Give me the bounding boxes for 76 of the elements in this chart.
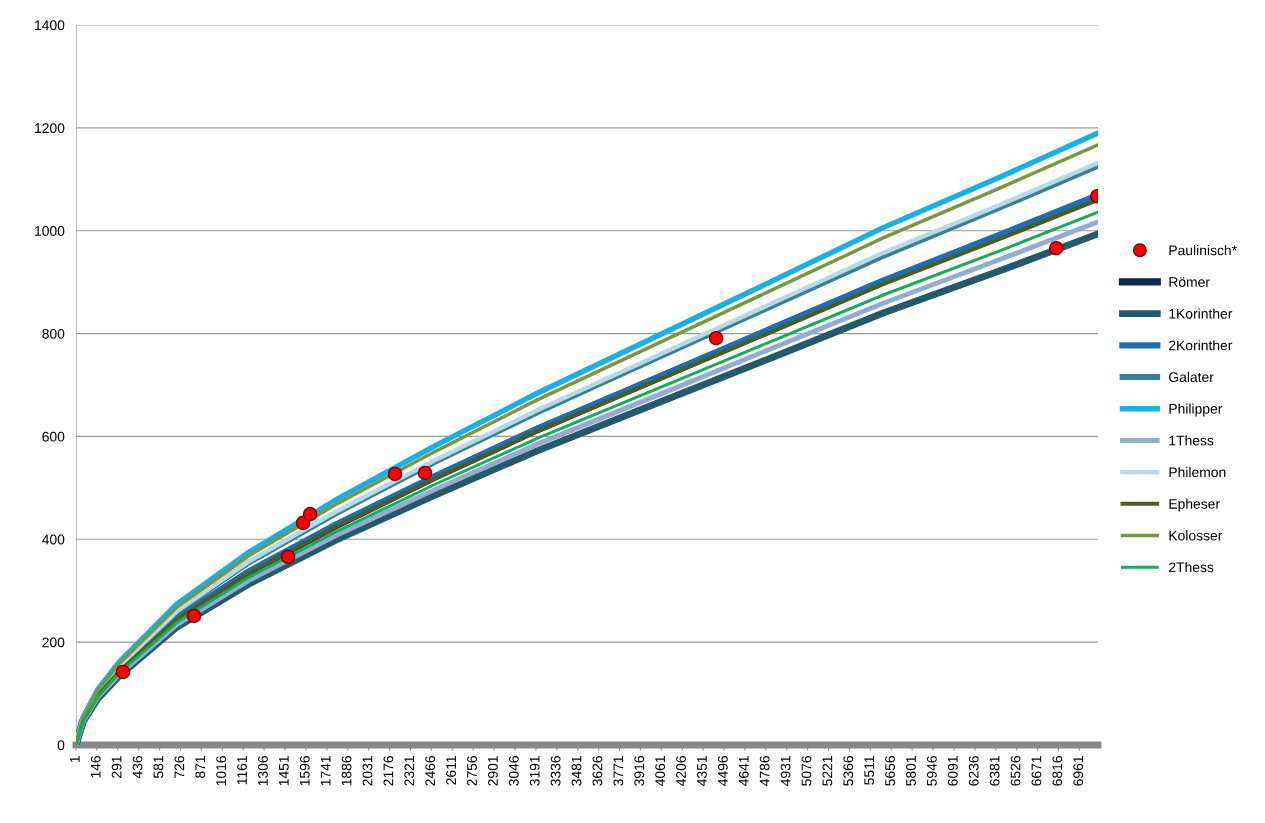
y-tick-label: 1000: [35, 226, 65, 236]
point: [708, 330, 724, 346]
x-tick-label: 5076: [801, 756, 812, 786]
x-tick-label: 2031: [362, 756, 373, 786]
x-tick-label: 2176: [383, 756, 394, 786]
y-tick-label: 400: [42, 534, 65, 545]
x-tick-label: 1741: [320, 756, 331, 786]
point: [1048, 240, 1064, 256]
x-tick-label: 4496: [717, 756, 728, 786]
y-tick-label: 1200: [35, 123, 65, 134]
x-tick-label: 5511: [864, 756, 875, 785]
x-tick-label: 4351: [697, 756, 707, 786]
legend-label: 1Thess: [1169, 435, 1214, 446]
y-tick-label: 1400: [35, 20, 65, 31]
x-tick-label: 2321: [404, 756, 415, 786]
x-tick-label: 6091: [947, 756, 958, 786]
legend-label: Philemon: [1169, 466, 1226, 478]
x-tick-label: 1886: [341, 756, 352, 786]
legend-label: Epheser: [1169, 498, 1220, 512]
point: [280, 549, 296, 565]
x-tick-label: 5656: [885, 756, 895, 786]
x-tick-label: 6381: [989, 756, 1000, 786]
x-tick-label: 3191: [529, 756, 540, 786]
x-tick-label: 2611: [446, 756, 456, 785]
point: [115, 664, 131, 680]
x-tick-label: 5366: [843, 756, 854, 786]
y-tick-label: 800: [42, 328, 65, 339]
x-tick-label: 3336: [550, 756, 561, 786]
x-tick-label: 6816: [1052, 756, 1063, 786]
x-tick-label: 5801: [906, 756, 916, 786]
x-tick-label: 1: [70, 756, 80, 763]
legend-label: 2Thess: [1169, 562, 1214, 573]
x-tick-label: 4061: [655, 756, 666, 786]
x-tick-label: 6671: [1031, 756, 1042, 786]
point: [302, 506, 318, 522]
x-tick-label: 581: [153, 756, 164, 779]
x-tick-label: 2901: [487, 756, 498, 786]
point: [417, 465, 433, 481]
legend-label: 2Korinther: [1169, 340, 1233, 351]
y-tick-label: 0: [57, 740, 65, 751]
x-tick-label: 3626: [592, 756, 603, 786]
legend-label: Galater: [1169, 371, 1214, 383]
x-tick-label: 3481: [571, 756, 582, 786]
x-tick-label: 6961: [1073, 756, 1084, 786]
x-tick-label: 871: [195, 756, 206, 778]
point: [387, 466, 403, 482]
x-tick-label: 1016: [216, 756, 227, 786]
x-tick-label: 4931: [780, 756, 791, 786]
point: [186, 608, 202, 624]
x-tick-label: 291: [111, 756, 122, 778]
y-tick-label: 600: [42, 431, 65, 442]
x-tick-label: 2466: [425, 756, 436, 786]
legend-label: Kolosser: [1169, 530, 1223, 541]
legend-label: 1Korinther: [1169, 308, 1233, 319]
x-tick-label: 436: [132, 756, 143, 779]
x-tick-label: 726: [174, 756, 185, 778]
x-tick-label: 6526: [1010, 756, 1021, 786]
x-tick-label: 1306: [258, 756, 268, 786]
x-tick-label: 2756: [467, 756, 477, 786]
x-tick-label: 4206: [676, 756, 686, 786]
x-tick-label: 3916: [634, 756, 645, 786]
x-tick-label: 6236: [968, 756, 979, 786]
legend-label: Philipper: [1169, 403, 1223, 417]
x-tick-label: 5221: [822, 756, 833, 786]
x-tick-label: 5946: [926, 756, 937, 786]
x-tick-label: 146: [90, 756, 101, 778]
x-tick-label: 3046: [508, 756, 519, 786]
x-tick-label: 1161: [237, 756, 247, 785]
y-tick-label: 200: [42, 637, 65, 648]
x-tick-label: 4786: [759, 756, 770, 786]
x-tick-label: 1451: [279, 756, 289, 786]
x-tick-label: 1596: [299, 756, 310, 786]
x-tick-label: 3771: [613, 756, 624, 786]
legend-label: Paulinisch*: [1169, 245, 1237, 256]
legend-label: Römer: [1169, 277, 1210, 287]
x-tick-label: 4641: [738, 756, 749, 786]
